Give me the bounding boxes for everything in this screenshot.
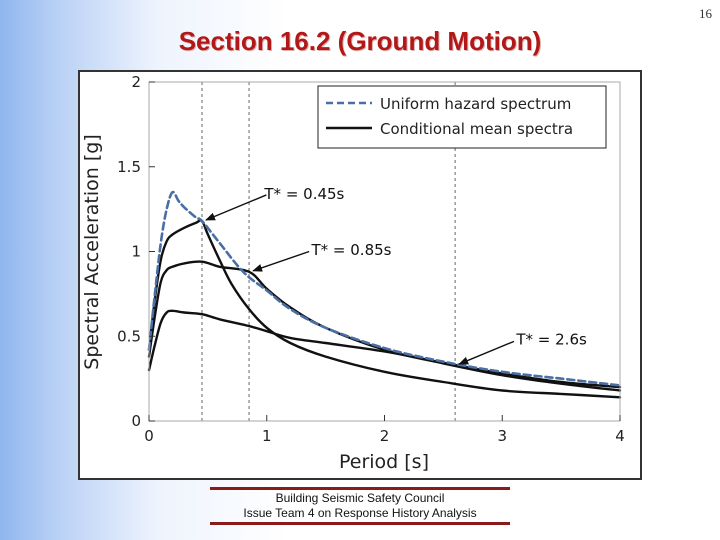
annotation-label-2: T* = 2.6s (515, 331, 587, 349)
annotation-arrow-2 (458, 340, 515, 365)
slide-title: Section 16.2 (Ground Motion) (178, 26, 542, 56)
x-tick-label-4: 4 (615, 427, 625, 445)
y-tick-label-0: 0 (131, 412, 141, 430)
annotation-label-1: T* = 0.85s (310, 241, 391, 259)
footer-line-1: Building Seismic Safety Council (275, 491, 445, 505)
legend-label-cms: Conditional mean spectra (380, 120, 573, 138)
axis-ticks: 0 1 2 3 4 0 0.5 1 1.5 2 (117, 73, 625, 445)
series-line-uhs (147, 190, 622, 387)
y-tick-label-2: 1 (131, 243, 141, 261)
legend: Uniform hazard spectrum Conditional mean… (317, 85, 607, 149)
footer: Building Seismic Safety Council Issue Te… (210, 487, 510, 525)
spectra-chart: 0 1 2 3 4 0 0.5 1 1.5 2 Period [s] Spectral Accel… (81, 73, 625, 473)
x-tick-label-0: 0 (144, 427, 154, 445)
slide-number: 16 (699, 6, 712, 21)
footer-line-2: Issue Team 4 on Response History Analysi… (243, 506, 477, 520)
y-tick-label-3: 1.5 (117, 158, 141, 176)
annotation-arrow-0 (205, 194, 267, 221)
y-tick-label-1: 0.5 (117, 327, 141, 345)
x-tick-label-2: 2 (380, 427, 390, 445)
y-axis-label: Spectral Acceleration [g] (81, 134, 103, 369)
series-line-cms-1 (147, 219, 622, 399)
y-tick-label-4: 2 (131, 73, 141, 91)
series-line-cms-2 (147, 260, 622, 392)
annotation-arrow-1 (252, 250, 310, 272)
legend-label-uhs: Uniform hazard spectrum (380, 95, 571, 113)
x-tick-label-3: 3 (497, 427, 507, 445)
chart-frame: 0 1 2 3 4 0 0.5 1 1.5 2 Period [s] Spectral Accel… (78, 70, 642, 480)
series-layer (147, 190, 622, 399)
annotation-label-0: T* = 0.45s (263, 185, 344, 203)
x-axis-label: Period [s] (339, 451, 429, 473)
x-tick-label-1: 1 (262, 427, 272, 445)
legend-box (317, 85, 607, 149)
annotations: T* = 0.45s T* = 0.85s T* = 2.6s (205, 185, 587, 365)
